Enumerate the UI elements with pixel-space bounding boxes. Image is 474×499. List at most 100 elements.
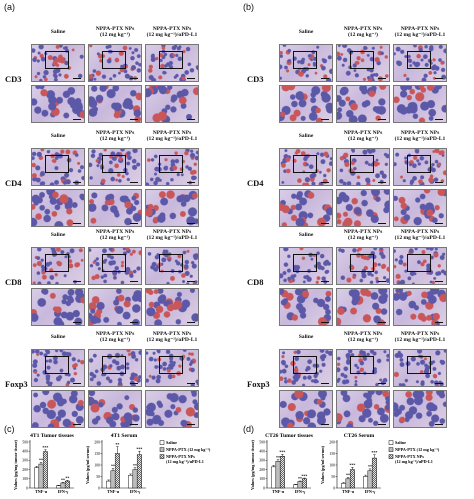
bar-2-1-2 [301,478,307,489]
col-label-a-2-1: NPPA-PTX NPs (12 mg kg⁻¹) [95,229,135,242]
micrograph-zoom [88,288,142,326]
y-tick-label-0-1: 100 [22,477,28,481]
micrograph-zoom [279,288,333,326]
col-label-b-2-0: Saline [298,232,314,238]
sig-label-3-0-1: ** [346,473,350,478]
legend-label-0: Saline [166,440,177,445]
scale-bar [187,182,195,184]
row-label-b-cd4: CD4 [247,178,264,188]
panel-letter-b: (b) [243,2,254,12]
zoom-region-box [102,356,126,374]
col-label-b-3-0: Saline [298,334,314,340]
scale-bar [321,119,329,121]
zoom-region-box [102,51,126,69]
sig-label-2-1-1: ** [298,476,302,481]
sig-label-3-1-1: ** [368,464,372,469]
scale-bar [73,223,81,225]
scale-bar [130,322,138,324]
bar-1-1-0 [128,475,134,489]
row-label-a-cd3: CD3 [5,74,22,84]
bar-2-1-1 [297,481,303,489]
scale-bar [187,223,195,225]
bar-2-0-0 [271,466,277,489]
col-label-b-2-2: NPPA-PTX NPs (12 mg kg⁻¹)/αPD-L1 [394,229,446,242]
micrograph-zoom [88,85,142,123]
y-tick-label-2-3: 300 [259,459,265,463]
micrograph-zoom [336,288,390,326]
x-tick-label-1-1: IFN-γ [130,489,141,494]
scale-bar [187,322,195,324]
zoom-region-box [407,51,431,69]
y-tick-label-1-0: 0 [98,486,100,490]
sig-label-0-1-1: ** [61,478,65,483]
zoom-region-box [45,356,69,374]
col-label-b-2-1: NPPA-PTX NPs (12 mg kg⁻¹) [343,229,383,242]
legend-swatch-1 [159,447,165,452]
row-label-b-cd8: CD8 [247,277,264,287]
scale-bar [187,424,195,426]
bar-3-1-1 [367,470,373,489]
bar-3-1-2 [371,457,377,489]
chart-ylabel-1: Values (pg/ml serum) [85,445,90,484]
micrograph-overview [145,349,199,387]
col-label-a-1-0: Saline [50,133,66,139]
legend-swatch-1 [388,447,394,452]
zoom-region-box [45,254,69,272]
scale-bar [73,119,81,121]
zoom-region-box [407,356,431,374]
zoom-region-box [350,356,374,374]
micrograph-overview [31,148,85,186]
x-tick-label-0-1: IFN-γ [58,489,69,494]
legend-swatch-2 [388,454,394,459]
micrograph-overview [393,44,447,82]
y-tick-label-2-2: 200 [259,468,265,472]
chart-ylabel-2: Values (pg/mg tumor tissue) [250,439,255,490]
micrograph-zoom [279,85,333,123]
x-tick-label-3-1: IFN-γ [365,489,376,494]
bar-1-0-1 [110,470,116,489]
scale-bar [130,424,138,426]
scale-bar [435,383,443,385]
chart-title-0: 4T1 Tumor tissues [30,433,75,439]
scale-bar [321,281,329,283]
scale-bar [321,78,329,80]
scale-bar [321,383,329,385]
col-label-a-3-2: NPPA-PTX NPs (12 mg kg⁻¹)/αPD-L1 [146,331,198,344]
x-tick-label-2-1: IFN-γ [295,489,306,494]
scale-bar [321,182,329,184]
scale-bar [73,383,81,385]
bar-0-1-1 [60,482,66,489]
micrograph-zoom [31,189,85,227]
micrograph-overview [279,148,333,186]
scale-bar [73,424,81,426]
zoom-region-box [293,356,317,374]
scale-bar [187,78,195,80]
x-tick-label-0-0: TNF-α [35,489,48,494]
col-label-a-0-1: NPPA-PTX NPs (12 mg kg⁻¹) [95,26,135,39]
sig-label-3-1-2: *** [371,450,377,455]
chart-title-1: 4T1 Serum [111,433,138,439]
chart-title-2: CT26 Tumor tissues [265,433,314,439]
micrograph-zoom [393,288,447,326]
bar-3-0-0 [341,483,347,489]
bar-3-1-0 [363,476,369,489]
col-label-a-0-2: NPPA-PTX NPs (12 mg kg⁻¹)/αPD-L1 [146,26,198,39]
y-tick-label-0-5: 500 [22,440,28,444]
panel-letter-c: (c) [4,424,15,434]
y-tick-label-2-1: 100 [259,477,265,481]
scale-bar [321,424,329,426]
micrograph-zoom [279,390,333,428]
row-label-a-foxp3: Foxp3 [5,379,28,389]
micrograph-overview [88,247,142,285]
bar-0-1-2 [64,480,70,489]
micrograph-zoom [393,85,447,123]
scale-bar [378,383,386,385]
scale-bar [130,182,138,184]
bar-3-0-2 [349,469,355,489]
y-tick-label-2-0: 0 [263,486,265,490]
y-tick-label-0-0: 0 [26,486,28,490]
bar-1-0-0 [106,480,112,489]
scale-bar [435,281,443,283]
micrograph-zoom [336,189,390,227]
scale-bar [130,78,138,80]
